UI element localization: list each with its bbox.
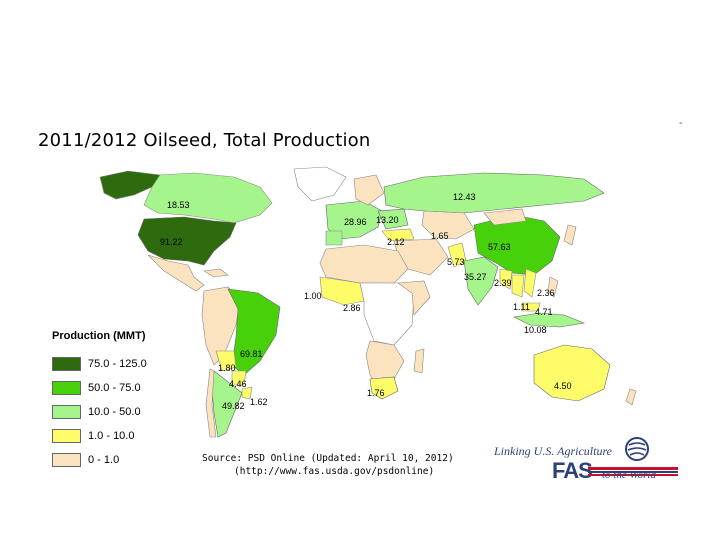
region-caribbean: [203, 268, 229, 278]
region-malaysia: [521, 302, 541, 312]
logo-tagline-top: Linking U.S. Agriculture: [494, 444, 612, 458]
legend-swatch: [52, 381, 81, 395]
legend-label: 50.0 - 75.0: [88, 382, 141, 394]
region-philippines: [547, 276, 559, 298]
value-label-myanmar: 2.39: [494, 278, 512, 288]
value-label-vietnam: 2.36: [537, 288, 555, 298]
world-map: 18.53 91.22 12.43 28.96 13.20 2.12 1.65 …: [64, 165, 662, 441]
value-label-kazakhstan: 1.65: [431, 231, 449, 241]
region-vietnam: [523, 268, 537, 298]
legend-item: 0 - 1.0: [52, 448, 182, 472]
region-north-africa: [319, 244, 409, 284]
region-mexico: [147, 254, 205, 292]
legend-label: 75.0 - 125.0: [88, 358, 147, 370]
region-uruguay: [241, 386, 253, 400]
legend-swatch: [52, 405, 81, 419]
legend-title: Production (MMT): [52, 330, 146, 342]
region-china: [473, 214, 561, 276]
value-label-argentina: 49.82: [222, 401, 245, 411]
region-scandinavia: [353, 174, 385, 206]
value-label-russia: 12.43: [453, 192, 476, 202]
region-iberia: [325, 230, 343, 246]
region-new-zealand: [625, 388, 637, 406]
region-kazakhstan: [421, 210, 475, 240]
region-mongolia: [483, 208, 527, 226]
region-united-states: [137, 216, 237, 266]
flag-stripes-icon: [588, 467, 678, 476]
legend-label: 1.0 - 10.0: [88, 430, 135, 442]
legend-swatch: [52, 453, 81, 467]
region-madagascar: [413, 348, 425, 374]
legend-swatch: [52, 357, 81, 371]
value-label-india: 35.27: [464, 272, 487, 282]
corner-mark: -: [679, 118, 683, 129]
legend-item: 50.0 - 75.0: [52, 376, 182, 400]
region-myanmar: [499, 268, 513, 290]
region-east-africa: [397, 280, 431, 316]
legend-swatch: [52, 429, 81, 443]
value-label-bolivia: 1.80: [218, 363, 236, 373]
legend-item: 10.0 - 50.0: [52, 400, 182, 424]
value-label-turkey: 2.12: [387, 237, 405, 247]
world-map-shapes: [64, 165, 662, 441]
region-canada: [143, 172, 273, 224]
region-brazil: [227, 288, 281, 376]
region-ukraine: [377, 208, 409, 230]
region-south-africa: [369, 376, 399, 400]
value-label-united-states: 91.22: [160, 237, 183, 247]
region-alaska: [99, 170, 161, 200]
value-label-canada: 18.53: [167, 200, 190, 210]
region-chile: [205, 368, 217, 438]
region-australia: [533, 344, 611, 402]
value-label-malaysia: 4.71: [535, 307, 553, 317]
value-label-pakistan: 5.73: [447, 257, 465, 267]
value-label-european-union: 28.96: [344, 217, 367, 227]
value-label-west-africa: 1.00: [304, 291, 322, 301]
value-label-brazil: 69.81: [240, 349, 263, 359]
value-label-uruguay: 1.62: [250, 397, 268, 407]
region-russia: [383, 172, 605, 214]
map-title: 2011/2012 Oilseed, Total Production: [38, 130, 371, 151]
value-label-thailand: 1.11: [513, 302, 530, 312]
region-turkey: [381, 228, 415, 242]
logo-tagline-bottom: to the World: [602, 469, 656, 481]
fas-logo: Linking U.S. Agriculture FAS to the Worl…: [492, 434, 682, 486]
logo-acronym: FAS: [552, 458, 593, 483]
legend-item: 75.0 - 125.0: [52, 352, 182, 376]
legend-label: 10.0 - 50.0: [88, 406, 141, 418]
source-line: Source: PSD Online (Updated: April 10, 2…: [202, 453, 454, 464]
source-note: Source: PSD Online (Updated: April 10, 2…: [202, 452, 454, 478]
legend-label: 0 - 1.0: [88, 454, 120, 466]
region-west-africa: [319, 276, 365, 306]
value-label-south-africa: 1.76: [367, 388, 385, 398]
legend: Production (MMT) 75.0 - 125.0 50.0 - 75.…: [52, 330, 182, 472]
value-label-paraguay: 4.46: [229, 379, 247, 389]
value-label-china: 57.63: [488, 242, 511, 252]
legend-item: 1.0 - 10.0: [52, 424, 182, 448]
region-paraguay: [231, 370, 247, 386]
region-india: [463, 256, 499, 306]
globe-icon: [625, 437, 649, 461]
value-label-indonesia: 10.08: [524, 325, 547, 335]
region-indonesia: [513, 312, 586, 328]
region-bolivia: [215, 350, 237, 372]
region-greenland: [293, 166, 347, 202]
region-japan: [563, 224, 577, 246]
source-url: (http://www.fas.usda.gov/psdonline): [234, 466, 435, 477]
value-label-ukraine: 13.20: [376, 215, 399, 225]
region-thailand: [511, 274, 525, 298]
value-label-nigeria: 2.86: [343, 303, 361, 313]
value-label-australia: 4.50: [554, 381, 572, 391]
